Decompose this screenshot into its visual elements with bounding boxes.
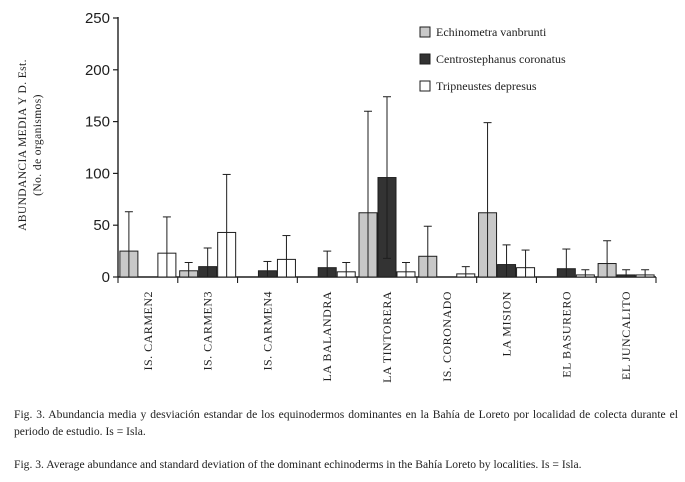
x-category-label: IS. CARMEN3 xyxy=(201,291,215,371)
legend-swatch xyxy=(419,26,431,38)
x-category-label: IS. CARMEN4 xyxy=(260,291,274,371)
y-tick-label: 250 xyxy=(85,10,110,27)
x-category-label: LA TINTORERA xyxy=(380,291,394,383)
chart: 0 50 100 150 200 250 IS. CARMEN2 IS. CARMEN3 IS.… xyxy=(17,10,657,383)
legend-swatch xyxy=(419,80,431,92)
y-tick-label: 0 xyxy=(102,269,110,286)
legend-label: Centrostephanus coronatus xyxy=(436,52,566,66)
y-tick-label: 200 xyxy=(85,62,110,79)
y-tick-label: 100 xyxy=(85,165,110,182)
x-category-label: EL BASURERO xyxy=(559,291,573,378)
legend-label: Echinometra vanbrunti xyxy=(436,25,547,39)
legend-label: Tripneustes depresus xyxy=(436,79,537,93)
x-category-label: EL JUNCALITO xyxy=(619,291,633,380)
figure-caption-english: Fig. 3. Average abundance and standard d… xyxy=(14,458,582,471)
y-tick-label: 150 xyxy=(85,114,110,131)
x-category-label: IS. CARMEN2 xyxy=(141,291,155,371)
x-category-label: IS. CORONADO xyxy=(440,291,454,382)
legend-swatch xyxy=(419,53,431,65)
y-tick-label: 50 xyxy=(93,217,110,234)
x-category-label: LA MISION xyxy=(500,291,514,357)
figure-caption-spanish: Fig. 3. Abundancia media y desviación es… xyxy=(14,408,678,438)
y-axis-subtitle: (No. de organismos) xyxy=(32,94,44,196)
y-axis-title: ABUNDANCIA MEDIA Y D. Est. xyxy=(17,59,29,231)
x-category-label: LA BALANDRA xyxy=(320,291,334,382)
